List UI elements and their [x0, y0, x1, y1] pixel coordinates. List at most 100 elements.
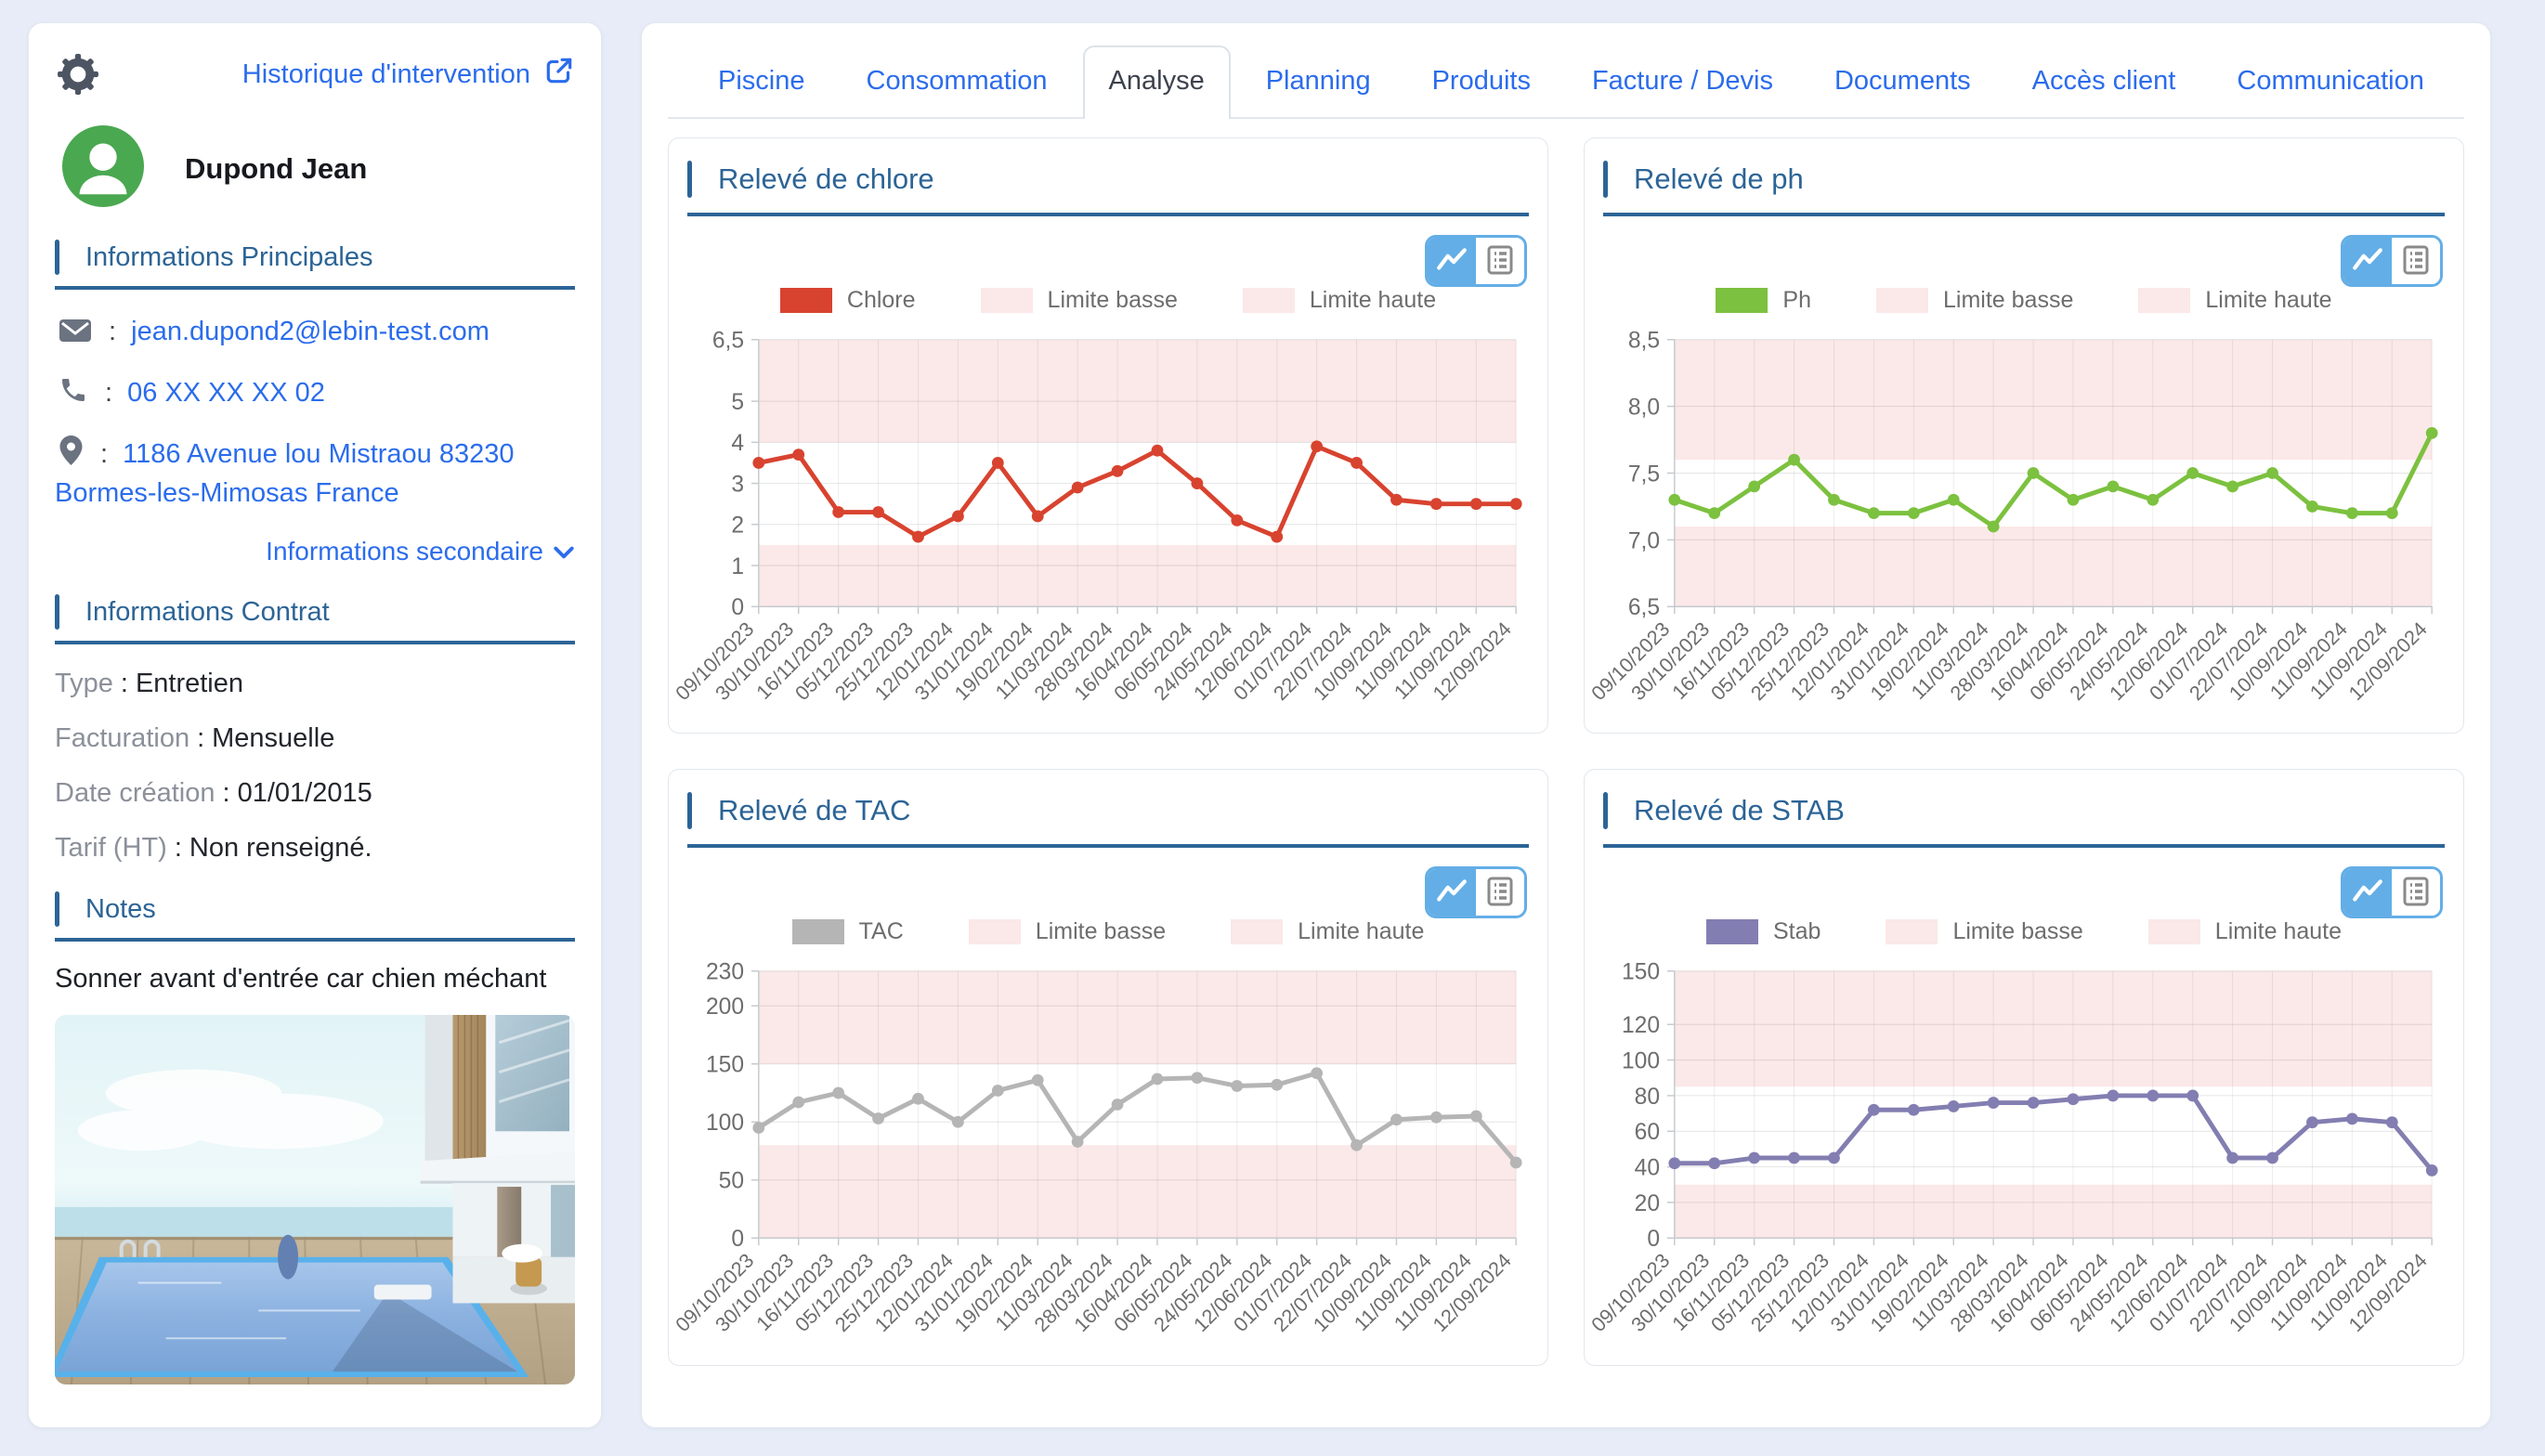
- chart-legend: Chlore Limite basse Limite haute: [687, 287, 1529, 314]
- client-address-link[interactable]: 1186 Avenue lou Mistraou 83230 Bormes-le…: [55, 439, 515, 509]
- chart-view-button[interactable]: [2343, 869, 2392, 916]
- tab-planning[interactable]: Planning: [1240, 46, 1397, 117]
- y-tick-label: 50: [719, 1169, 744, 1194]
- legend-swatch: [779, 288, 832, 313]
- section-informations-contrat: Informations Contrat: [55, 594, 575, 645]
- contract-field-date-creation: Date création:01/01/2015: [55, 778, 372, 809]
- legend-item-limite-haute[interactable]: Limite haute: [1242, 287, 1436, 314]
- data-point: [792, 1097, 805, 1109]
- section-accent-bar: [687, 161, 692, 198]
- data-point: [872, 506, 884, 518]
- external-link-icon: [543, 55, 575, 94]
- separator: :: [105, 378, 113, 409]
- data-point: [2147, 1089, 2160, 1102]
- data-point: [1151, 1073, 1164, 1086]
- chart-view-button[interactable]: [1428, 869, 1476, 916]
- tab-communication[interactable]: Communication: [2211, 46, 2449, 117]
- data-point: [1987, 1097, 2000, 1110]
- note-text: Sonner avant d'entrée car chien méchant: [55, 964, 547, 994]
- settings-button[interactable]: [55, 51, 101, 98]
- tab-produits[interactable]: Produits: [1406, 46, 1557, 117]
- legend-item-limite-basse[interactable]: Limite basse: [968, 918, 1167, 945]
- chart-view-button[interactable]: [2343, 238, 2392, 284]
- chart-card-chlore: Relevé de chlore Chlore Limite basse Limit…: [668, 137, 1548, 734]
- y-tick-label: 230: [706, 960, 744, 985]
- data-point: [1071, 1136, 1084, 1149]
- data-point: [1351, 457, 1363, 469]
- data-point: [752, 1122, 765, 1135]
- pool-photo-illustration: [55, 1015, 575, 1385]
- analysis-charts-grid: Relevé de chlore Chlore Limite basse Limit…: [668, 137, 2464, 1366]
- legend-item-chlore[interactable]: Chlore: [779, 287, 916, 314]
- line-chart-icon: [2351, 878, 2384, 908]
- view-toggle: [1605, 866, 2443, 919]
- data-point: [1031, 1074, 1044, 1087]
- data-point: [1867, 507, 1880, 520]
- tab-piscine[interactable]: Piscine: [692, 46, 831, 117]
- data-point: [1429, 498, 1442, 511]
- table-view-button[interactable]: [1476, 869, 1524, 916]
- y-tick-label: 3: [731, 472, 744, 497]
- data-point: [1271, 530, 1284, 543]
- avatar: [62, 125, 144, 212]
- table-view-button[interactable]: [2392, 238, 2440, 284]
- series-line-ph: [1672, 430, 2434, 529]
- table-view-button[interactable]: [2392, 869, 2440, 916]
- secondary-info-toggle[interactable]: Informations secondaire: [266, 537, 575, 566]
- data-point: [1111, 1098, 1124, 1112]
- data-point: [2306, 500, 2318, 513]
- legend-label: Stab: [1773, 918, 1821, 945]
- tab-acces-client[interactable]: Accès client: [2006, 46, 2202, 117]
- legend-swatch: [1231, 919, 1284, 945]
- y-tick-label: 6,5: [1628, 595, 1660, 620]
- chart-header: Relevé de ph: [1603, 138, 2445, 216]
- legend-item-stab[interactable]: Stab: [1706, 918, 1821, 945]
- legend-item-ph[interactable]: Ph: [1716, 287, 1811, 314]
- legend-item-limite-haute[interactable]: Limite haute: [2138, 287, 2332, 314]
- y-tick-label: 2: [731, 514, 744, 539]
- data-point: [1668, 1157, 1681, 1170]
- legend-swatch: [980, 288, 1033, 313]
- tac-line-chart: 05010015020023009/10/202330/10/202316/11…: [671, 960, 1522, 1337]
- history-intervention-label: Historique d'intervention: [241, 58, 530, 89]
- history-intervention-link[interactable]: Historique d'intervention: [242, 55, 575, 94]
- data-point: [1947, 493, 1960, 506]
- y-tick-label: 120: [1622, 1014, 1660, 1039]
- client-phone-link[interactable]: 06 XX XX XX 02: [127, 378, 325, 409]
- legend-label: Limite basse: [1035, 918, 1167, 945]
- contract-field-type: Type: Entretien: [55, 669, 244, 699]
- data-point: [2345, 507, 2358, 520]
- data-point: [1469, 1111, 1482, 1123]
- legend-swatch: [968, 919, 1021, 945]
- y-tick-label: 0: [731, 1228, 744, 1253]
- y-tick-label: 100: [706, 1112, 744, 1137]
- tab-facture-devis[interactable]: Facture / Devis: [1566, 46, 1799, 117]
- address-row: : 1186 Avenue lou Mistraou 83230 Bormes-…: [55, 435, 575, 513]
- legend-item-limite-basse[interactable]: Limite basse: [1886, 918, 2083, 945]
- data-point: [2385, 507, 2398, 520]
- data-point: [1191, 1072, 1204, 1085]
- data-point: [1151, 444, 1164, 457]
- tab-consommation[interactable]: Consommation: [841, 46, 1074, 117]
- table-view-button[interactable]: [1476, 238, 1524, 284]
- chart-view-button[interactable]: [1428, 238, 1476, 284]
- table-view-icon: [2402, 244, 2430, 279]
- data-point: [832, 1087, 845, 1099]
- data-point: [2266, 467, 2278, 479]
- data-point: [872, 1112, 884, 1125]
- table-view-icon: [1486, 244, 1514, 279]
- limit-low-band: [1674, 1185, 2433, 1239]
- tab-documents[interactable]: Documents: [1808, 46, 1997, 117]
- chart-card-ph: Relevé de ph Ph Limite basse Limite haute …: [1584, 137, 2464, 734]
- legend-item-limite-basse[interactable]: Limite basse: [1876, 287, 2073, 314]
- legend-item-limite-haute[interactable]: Limite haute: [2147, 918, 2342, 945]
- client-email-link[interactable]: jean.dupond2@lebin-test.com: [131, 317, 489, 346]
- tab-analyse[interactable]: Analyse: [1082, 46, 1231, 119]
- chart-title: Relevé de STAB: [1634, 794, 1845, 827]
- legend-item-limite-basse[interactable]: Limite basse: [980, 287, 1178, 314]
- y-tick-label: 1: [731, 554, 744, 579]
- legend-item-limite-haute[interactable]: Limite haute: [1231, 918, 1424, 945]
- data-point: [1311, 1067, 1324, 1080]
- legend-swatch: [1242, 288, 1295, 313]
- legend-item-tac[interactable]: TAC: [791, 918, 904, 945]
